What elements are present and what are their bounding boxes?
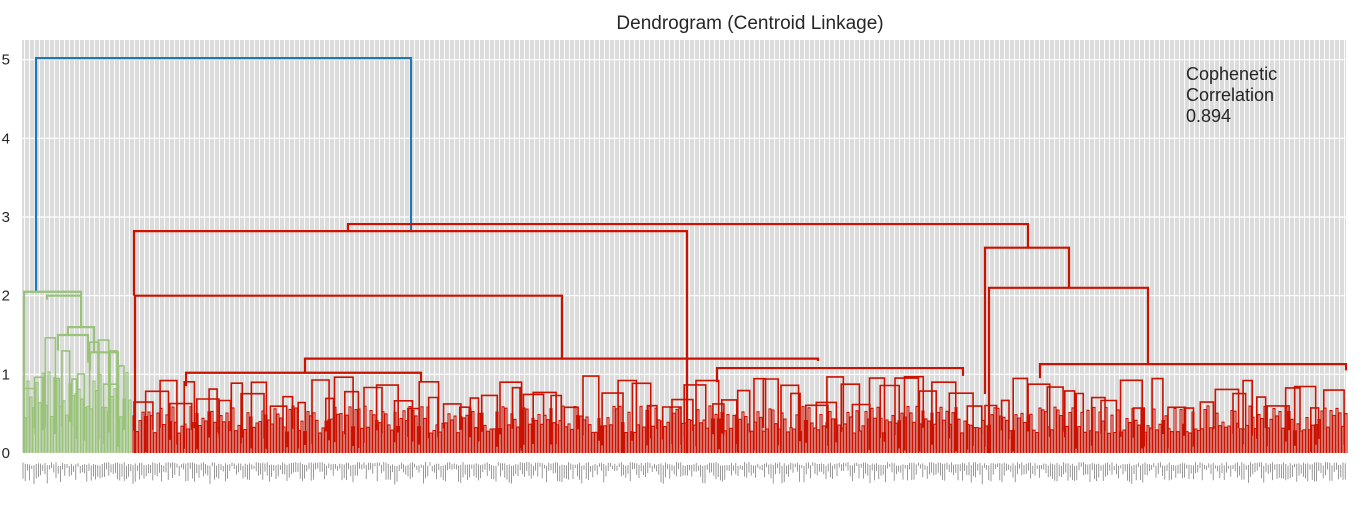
dendrogram-link <box>56 333 90 363</box>
dendrogram-link <box>22 290 83 453</box>
dendrogram-link <box>66 326 96 353</box>
dendrogram-link <box>346 222 1030 248</box>
chart-title: Dendrogram (Centroid Linkage) <box>616 13 883 34</box>
dendrogram-link <box>1038 363 1348 379</box>
y-tick-label: 0 <box>2 445 10 462</box>
y-tick-label: 5 <box>2 52 10 69</box>
y-tick-label: 4 <box>2 130 10 147</box>
dendrogram-link <box>88 351 120 379</box>
cophenetic-annotation: Cophenetic Correlation 0.894 <box>1186 64 1282 126</box>
dendrogram-link <box>987 286 1150 453</box>
annotation-line-3: 0.894 <box>1186 106 1231 126</box>
annotation-line-2: Correlation <box>1186 85 1274 105</box>
cluster-link-group <box>23 337 125 451</box>
y-tick-label: 3 <box>2 209 10 226</box>
x-axis-leaf-labels <box>22 462 1346 485</box>
dendrogram-link <box>303 357 820 373</box>
dendrogram-link <box>983 246 1071 394</box>
leaf-label-strip <box>22 462 1346 485</box>
leaf-links <box>23 337 1348 453</box>
y-axis-ticks: 0 1 2 3 4 5 <box>2 52 10 462</box>
cluster-link-group <box>984 377 1345 452</box>
dendrogram-link <box>45 294 83 328</box>
dendrogram-link <box>133 294 564 453</box>
dendrogram-link <box>715 366 965 383</box>
y-tick-label: 1 <box>2 366 10 383</box>
annotation-line-1: Cophenetic <box>1186 64 1277 84</box>
dendrogram-link <box>184 371 423 387</box>
dendrogram-link <box>132 230 689 453</box>
cluster-link-group <box>133 375 983 453</box>
dendrogram-links <box>22 56 1348 453</box>
dendrogram-link <box>34 56 413 292</box>
y-tick-label: 2 <box>2 288 10 305</box>
